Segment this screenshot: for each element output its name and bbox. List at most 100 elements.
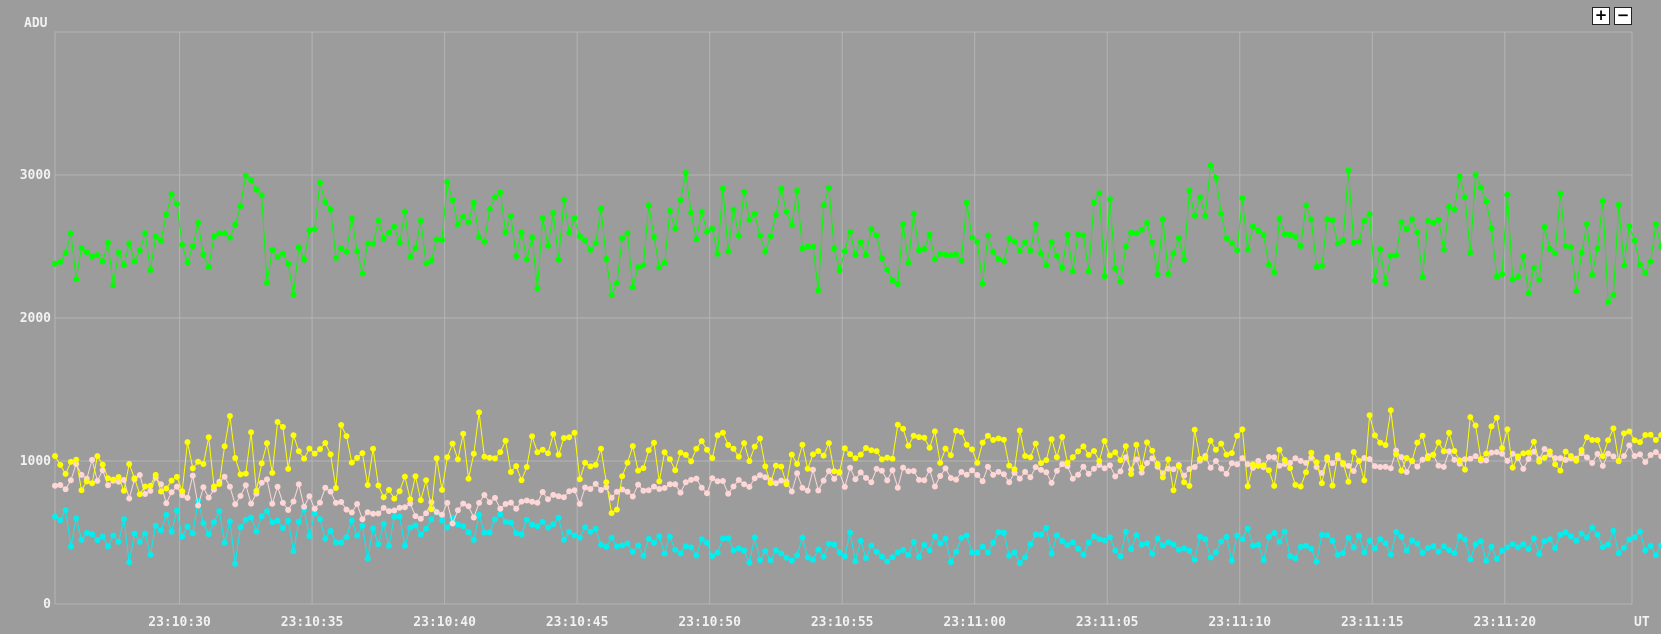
- data-point: [465, 529, 472, 536]
- data-point: [566, 528, 573, 535]
- zoom-out-button[interactable]: −: [1614, 7, 1632, 25]
- data-point: [804, 465, 811, 472]
- data-point: [1578, 249, 1585, 256]
- data-point: [242, 516, 249, 523]
- data-point: [688, 544, 695, 551]
- data-point: [529, 433, 536, 440]
- data-point: [1297, 483, 1304, 490]
- data-point: [1091, 448, 1097, 454]
- data-point: [603, 255, 610, 262]
- data-point: [1186, 482, 1193, 489]
- data-point: [1419, 432, 1426, 439]
- data-point: [1573, 457, 1580, 464]
- x-axis-label: UT: [1634, 615, 1650, 630]
- data-point: [364, 240, 371, 247]
- data-point: [624, 459, 631, 466]
- data-point: [820, 452, 827, 459]
- data-point: [1324, 454, 1331, 461]
- data-point: [1493, 414, 1500, 421]
- data-point: [889, 455, 896, 462]
- data-point: [311, 450, 318, 457]
- data-point: [698, 536, 705, 543]
- data-point: [481, 529, 488, 536]
- data-point: [1493, 273, 1500, 280]
- data-point: [762, 248, 769, 255]
- data-point: [67, 543, 74, 550]
- data-point: [253, 487, 260, 494]
- data-point: [391, 223, 398, 230]
- data-point: [423, 510, 430, 517]
- data-point: [1440, 448, 1447, 455]
- data-point: [666, 456, 673, 463]
- data-point: [1212, 549, 1219, 556]
- data-point: [1016, 475, 1023, 482]
- data-point: [1223, 235, 1230, 242]
- data-point: [1112, 449, 1119, 456]
- data-point: [1212, 174, 1219, 181]
- data-point: [274, 483, 281, 490]
- data-point: [1546, 245, 1553, 252]
- data-point: [391, 495, 398, 502]
- data-point: [1112, 547, 1119, 554]
- data-point: [1568, 533, 1574, 540]
- data-point: [364, 555, 371, 562]
- data-point: [120, 487, 127, 494]
- data-point: [794, 461, 801, 467]
- data-point: [905, 259, 912, 266]
- data-point: [1234, 532, 1241, 539]
- data-point: [1228, 460, 1235, 467]
- data-point: [1451, 456, 1458, 463]
- data-point: [1509, 541, 1516, 548]
- data-point: [1414, 540, 1421, 547]
- data-point: [195, 502, 202, 509]
- data-point: [1631, 437, 1638, 444]
- data-point: [1303, 202, 1309, 209]
- data-point: [1218, 465, 1225, 472]
- data-point: [1197, 455, 1203, 462]
- data-point: [969, 446, 975, 453]
- data-point: [285, 465, 292, 472]
- data-point: [1011, 466, 1018, 473]
- data-point: [211, 233, 217, 240]
- data-point: [78, 487, 85, 494]
- data-point: [1515, 544, 1521, 551]
- data-point: [767, 233, 774, 240]
- data-point: [115, 249, 122, 256]
- zoom-in-button[interactable]: +: [1592, 7, 1610, 25]
- data-point: [1334, 452, 1341, 459]
- data-point: [868, 226, 875, 233]
- data-point: [423, 477, 430, 484]
- data-point: [1345, 534, 1352, 541]
- data-point: [1642, 547, 1649, 554]
- data-point: [645, 447, 652, 454]
- data-point: [1138, 226, 1145, 233]
- data-point: [1244, 483, 1251, 490]
- data-point: [1207, 437, 1214, 444]
- data-point: [1430, 543, 1437, 550]
- data-point: [587, 246, 594, 253]
- data-point: [677, 489, 684, 496]
- data-point: [560, 494, 567, 501]
- data-point: [62, 250, 69, 257]
- data-point: [454, 456, 461, 463]
- data-point: [916, 476, 922, 483]
- data-point: [1297, 543, 1304, 550]
- data-point: [94, 477, 101, 484]
- data-point: [1069, 268, 1076, 275]
- x-tick-label: 23:10:30: [148, 615, 211, 630]
- data-point: [682, 479, 689, 486]
- data-point: [73, 456, 80, 463]
- data-point: [1265, 467, 1272, 474]
- data-point: [105, 482, 111, 489]
- data-point: [380, 235, 387, 242]
- data-point: [1621, 453, 1627, 459]
- data-point: [963, 532, 970, 539]
- data-point: [476, 234, 483, 241]
- data-point: [1170, 250, 1177, 257]
- data-point: [873, 548, 880, 555]
- data-point: [1128, 229, 1135, 236]
- y-tick-label: 0: [43, 597, 51, 612]
- data-point: [1605, 299, 1612, 305]
- data-point: [1520, 465, 1527, 472]
- data-point: [1419, 549, 1426, 556]
